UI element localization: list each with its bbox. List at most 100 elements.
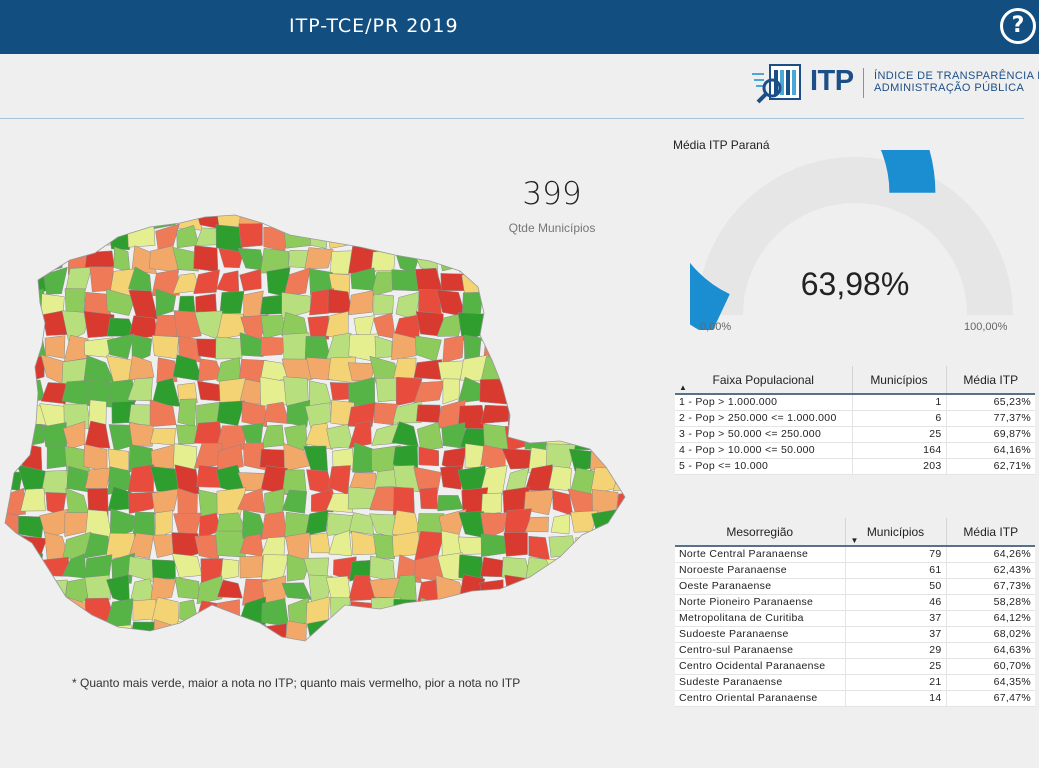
municipality-shape[interactable] <box>615 576 639 600</box>
municipality-shape[interactable] <box>239 332 267 357</box>
municipality-shape[interactable] <box>616 489 640 516</box>
municipality-shape[interactable] <box>612 425 640 450</box>
municipality-shape[interactable] <box>442 378 461 405</box>
municipality-shape[interactable] <box>107 379 136 408</box>
municipality-shape[interactable] <box>397 644 417 660</box>
municipality-shape[interactable] <box>216 599 240 626</box>
municipality-shape[interactable] <box>220 558 240 580</box>
municipality-shape[interactable] <box>174 576 200 600</box>
municipality-shape[interactable] <box>524 516 549 533</box>
municipality-shape[interactable] <box>392 531 421 557</box>
municipality-shape[interactable] <box>480 512 509 540</box>
municipality-shape[interactable] <box>371 205 398 228</box>
municipality-shape[interactable] <box>461 648 488 660</box>
municipality-shape[interactable] <box>84 621 112 645</box>
municipality-shape[interactable] <box>504 640 532 660</box>
municipality-shape[interactable] <box>612 248 640 276</box>
municipality-shape[interactable] <box>194 620 217 647</box>
help-button[interactable]: ? <box>1000 8 1036 44</box>
faixa-row[interactable]: 2 - Pop > 250.000 <= 1.000.000 6 77,37% <box>675 410 1035 427</box>
municipality-shape[interactable] <box>305 509 329 536</box>
municipality-shape[interactable] <box>348 420 372 449</box>
municipality-shape[interactable] <box>392 205 422 232</box>
municipality-shape[interactable] <box>391 421 419 447</box>
municipality-shape[interactable] <box>128 355 155 381</box>
municipality-shape[interactable] <box>548 402 576 423</box>
municipality-shape[interactable] <box>129 621 156 650</box>
municipality-shape[interactable] <box>325 493 354 513</box>
municipality-shape[interactable] <box>156 357 178 384</box>
municipality-shape[interactable] <box>435 604 461 622</box>
municipality-shape[interactable] <box>175 424 201 445</box>
municipality-shape[interactable] <box>613 554 640 583</box>
municipality-shape[interactable] <box>128 423 154 447</box>
municipality-shape[interactable] <box>21 244 49 273</box>
municipality-shape[interactable] <box>61 310 91 342</box>
municipality-shape[interactable] <box>591 244 618 274</box>
municipality-shape[interactable] <box>238 223 263 248</box>
meso-header-count[interactable]: Municípios ▼ <box>845 518 947 546</box>
municipality-shape[interactable] <box>439 205 467 230</box>
municipality-shape[interactable] <box>260 623 287 642</box>
municipality-shape[interactable] <box>172 246 199 272</box>
municipality-shape[interactable] <box>507 404 533 426</box>
municipality-shape[interactable] <box>479 378 510 405</box>
faixa-row[interactable]: 5 - Pop <= 10.000 203 62,71% <box>675 458 1035 475</box>
municipality-shape[interactable] <box>635 422 640 450</box>
municipality-shape[interactable] <box>440 465 462 490</box>
municipality-shape[interactable] <box>459 619 488 649</box>
municipality-shape[interactable] <box>84 467 112 490</box>
municipality-shape[interactable] <box>505 354 533 383</box>
municipality-shape[interactable] <box>0 487 26 517</box>
municipality-shape[interactable] <box>149 245 180 273</box>
municipality-shape[interactable] <box>371 618 395 645</box>
municipality-shape[interactable] <box>551 376 575 405</box>
municipality-shape[interactable] <box>84 574 111 605</box>
municipality-shape[interactable] <box>89 266 114 293</box>
municipality-shape[interactable] <box>21 643 48 660</box>
municipality-shape[interactable] <box>111 205 132 230</box>
municipality-shape[interactable] <box>329 597 351 624</box>
municipality-shape[interactable] <box>261 642 290 660</box>
municipality-shape[interactable] <box>481 646 510 660</box>
municipality-shape[interactable] <box>415 335 442 362</box>
municipality-shape[interactable] <box>151 335 180 360</box>
municipality-shape[interactable] <box>304 336 331 362</box>
municipality-shape[interactable] <box>637 531 640 562</box>
meso-row[interactable]: Metropolitana de Curitiba 37 64,12% <box>675 610 1035 627</box>
municipality-shape[interactable] <box>548 574 576 606</box>
municipality-shape[interactable] <box>612 512 637 540</box>
municipality-shape[interactable] <box>524 247 555 275</box>
municipality-shape[interactable] <box>594 559 620 584</box>
municipality-shape[interactable] <box>393 465 420 493</box>
municipality-shape[interactable] <box>419 487 438 510</box>
municipality-shape[interactable] <box>106 333 135 360</box>
municipality-shape[interactable] <box>215 336 245 360</box>
municipality-shape[interactable] <box>66 623 89 646</box>
municipality-shape[interactable] <box>480 404 510 424</box>
municipality-shape[interactable] <box>310 645 330 660</box>
municipality-shape[interactable] <box>589 269 618 296</box>
municipality-shape[interactable] <box>128 532 154 559</box>
municipality-shape[interactable] <box>523 313 554 336</box>
municipality-shape[interactable] <box>568 378 598 405</box>
municipality-shape[interactable] <box>19 205 47 229</box>
municipality-shape[interactable] <box>113 246 131 273</box>
municipality-shape[interactable] <box>217 619 244 648</box>
municipality-shape[interactable] <box>611 449 639 473</box>
municipality-shape[interactable] <box>501 623 526 644</box>
municipality-shape[interactable] <box>592 597 618 623</box>
municipality-shape[interactable] <box>0 205 22 231</box>
municipality-shape[interactable] <box>305 422 334 450</box>
municipality-shape[interactable] <box>391 332 422 361</box>
municipality-shape[interactable] <box>326 513 354 536</box>
municipality-shape[interactable] <box>263 401 290 425</box>
municipality-shape[interactable] <box>151 488 180 515</box>
municipality-shape[interactable] <box>527 267 553 298</box>
municipality-shape[interactable] <box>43 266 68 295</box>
municipality-shape[interactable] <box>241 401 268 428</box>
municipality-shape[interactable] <box>444 645 466 660</box>
municipality-shape[interactable] <box>502 312 527 339</box>
municipality-shape[interactable] <box>418 446 440 467</box>
municipality-shape[interactable] <box>0 640 26 660</box>
